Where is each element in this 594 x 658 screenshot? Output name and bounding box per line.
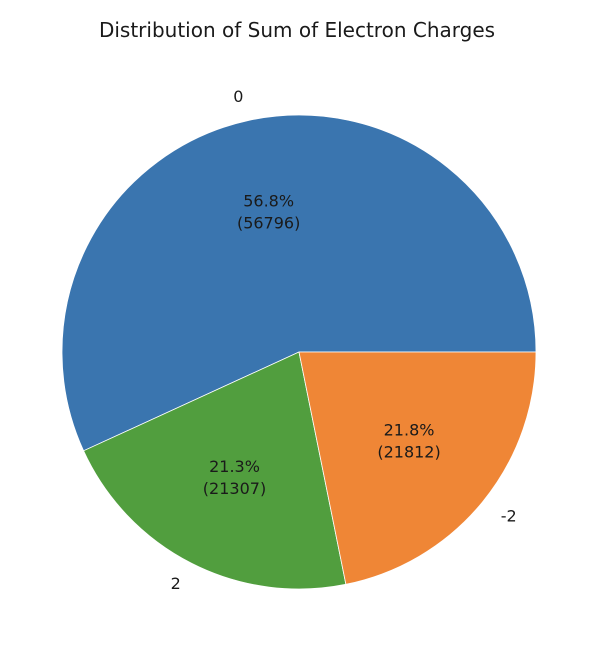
slice-category-label: 0 [233,87,243,106]
pie-slice-0 [61,114,537,452]
slice-category-label: 2 [171,574,181,593]
slice-percent-label: 21.8% [384,421,435,440]
slice-count-label: (21812) [377,443,440,462]
pie-slice--2 [298,351,537,585]
pie-slice-2 [83,351,347,590]
slice-count-label: (21307) [203,479,266,498]
pie-slices [61,114,537,590]
slice-category-label: -2 [501,507,517,526]
pie-labels: 0 56.8% (56796) 2 21.3% (21307) -2 21.8% (21812) [171,87,517,593]
chart-title: Distribution of Sum of Electron Charges [98,18,496,42]
slice-count-label: (56796) [237,214,300,233]
slice-percent-label: 56.8% [243,192,294,211]
slice-percent-label: 21.3% [209,457,260,476]
